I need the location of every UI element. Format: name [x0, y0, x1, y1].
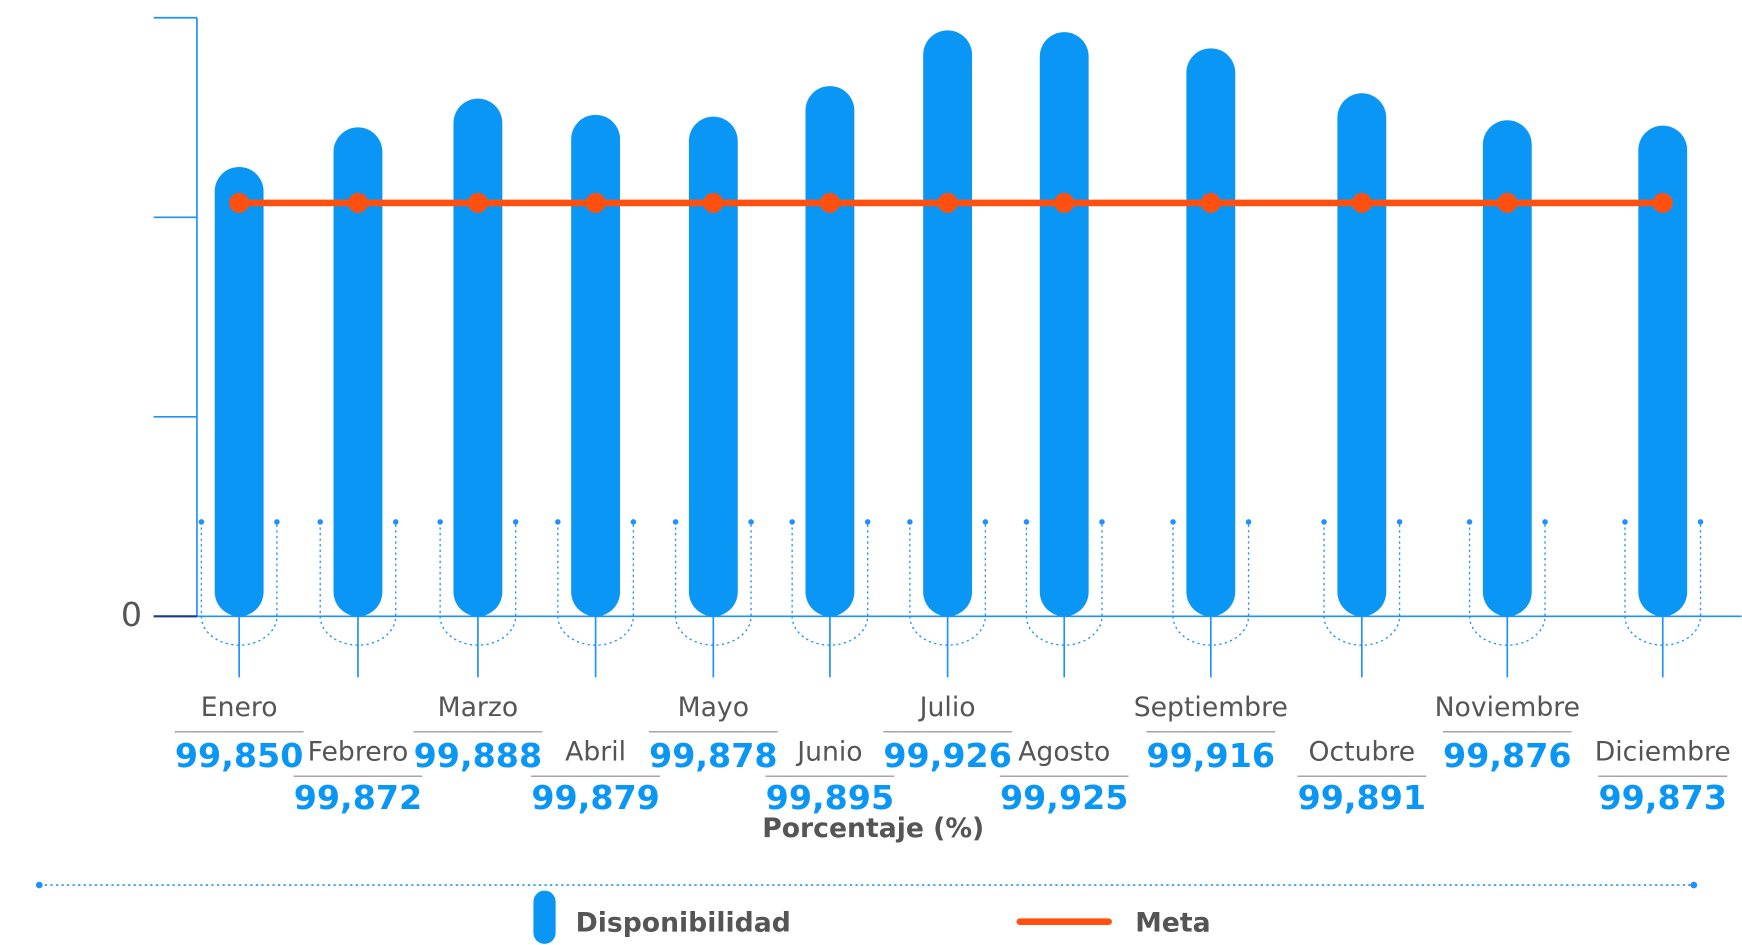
x-tick-label: Febrero [308, 736, 409, 767]
meta-point [585, 192, 606, 213]
divider-dot [1690, 881, 1698, 889]
value-label: 99,926 [883, 736, 1012, 775]
decor-dot [982, 519, 989, 525]
decor-dot [1697, 519, 1704, 525]
meta-point [937, 192, 958, 213]
x-tick-label: Julio [918, 692, 976, 723]
bar [453, 98, 503, 617]
meta-point [1652, 192, 1673, 213]
decor-dot [789, 519, 795, 525]
legend-label: Disponibilidad [576, 907, 791, 938]
x-tick-label: Octubre [1309, 736, 1416, 767]
decor-dot [1466, 519, 1473, 525]
value-label: 99,891 [1298, 778, 1427, 817]
bar [1638, 125, 1688, 617]
bar [923, 30, 973, 617]
x-tick-label: Agosto [1018, 736, 1110, 767]
meta-point [1054, 192, 1075, 213]
decor-arc [1624, 521, 1702, 646]
x-tick-label: Noviembre [1435, 692, 1580, 723]
value-label: 99,925 [1000, 778, 1129, 817]
value-label: 99,872 [294, 778, 423, 817]
decor-dot [437, 519, 443, 525]
decor-arc [557, 521, 635, 646]
decor-dot [1542, 519, 1548, 525]
decor-arc [319, 521, 397, 646]
value-label: 99,873 [1599, 778, 1728, 817]
decor-dot [1023, 519, 1030, 525]
decor-dot [198, 519, 205, 525]
x-tick-label: Abril [565, 736, 626, 767]
decor-arc [200, 521, 278, 646]
meta-point [467, 192, 488, 213]
decor-arc [1468, 521, 1546, 646]
x-tick-label: Junio [795, 736, 862, 767]
decor-dot [555, 519, 561, 525]
legend-swatch [533, 890, 556, 944]
value-label: 99,888 [414, 736, 543, 775]
decor-dot [1245, 519, 1252, 525]
bar [805, 86, 855, 617]
decor-arc [674, 521, 752, 646]
meta-point [1351, 192, 1372, 213]
decor-arc [909, 521, 987, 646]
y-tick-label: 0 [121, 595, 142, 634]
decor-dot [907, 519, 913, 525]
x-tick-label: Enero [201, 692, 278, 723]
bar [1337, 93, 1387, 617]
decor-dot [1622, 519, 1628, 525]
meta-point [1497, 192, 1518, 213]
decor-dot [1170, 519, 1176, 525]
value-label: 99,895 [766, 778, 895, 817]
decor-dot [274, 519, 280, 525]
bar [1482, 120, 1532, 617]
divider-dot [35, 881, 43, 889]
x-tick-label: Septiembre [1134, 692, 1288, 723]
x-tick-label: Marzo [438, 692, 519, 723]
bar [1186, 48, 1236, 617]
value-label: 99,850 [175, 736, 304, 775]
bar [571, 114, 621, 617]
decor-dot [864, 519, 871, 525]
meta-point [1200, 192, 1221, 213]
decor-arc [1323, 521, 1401, 646]
decor-arc [1172, 521, 1250, 646]
decor-dot [317, 519, 323, 525]
legend-label: Meta [1135, 907, 1210, 938]
decor-dot [1396, 519, 1403, 525]
decor-arc [439, 521, 517, 646]
bar [1039, 32, 1089, 617]
decor-dot [1321, 519, 1327, 525]
bar [214, 166, 264, 617]
x-tick-label: Diciembre [1595, 736, 1731, 767]
bar [333, 127, 383, 617]
decor-dot [672, 519, 679, 525]
decor-dot [630, 519, 637, 525]
x-tick-label: Mayo [678, 692, 749, 723]
decor-dot [512, 519, 519, 525]
meta-point [703, 192, 724, 213]
value-label: 99,878 [649, 736, 778, 775]
decor-arc [791, 521, 869, 646]
bar [688, 116, 738, 617]
axis-title: Porcentaje (%) [762, 813, 984, 844]
value-label: 99,916 [1147, 736, 1276, 775]
value-label: 99,876 [1443, 736, 1572, 775]
decor-dot [392, 519, 399, 525]
decor-arc [1025, 521, 1103, 646]
value-label: 99,879 [531, 778, 660, 817]
decor-dot [748, 519, 754, 525]
meta-point [347, 192, 368, 213]
meta-point [229, 192, 250, 213]
meta-point [819, 192, 840, 213]
decor-dot [1099, 519, 1105, 525]
